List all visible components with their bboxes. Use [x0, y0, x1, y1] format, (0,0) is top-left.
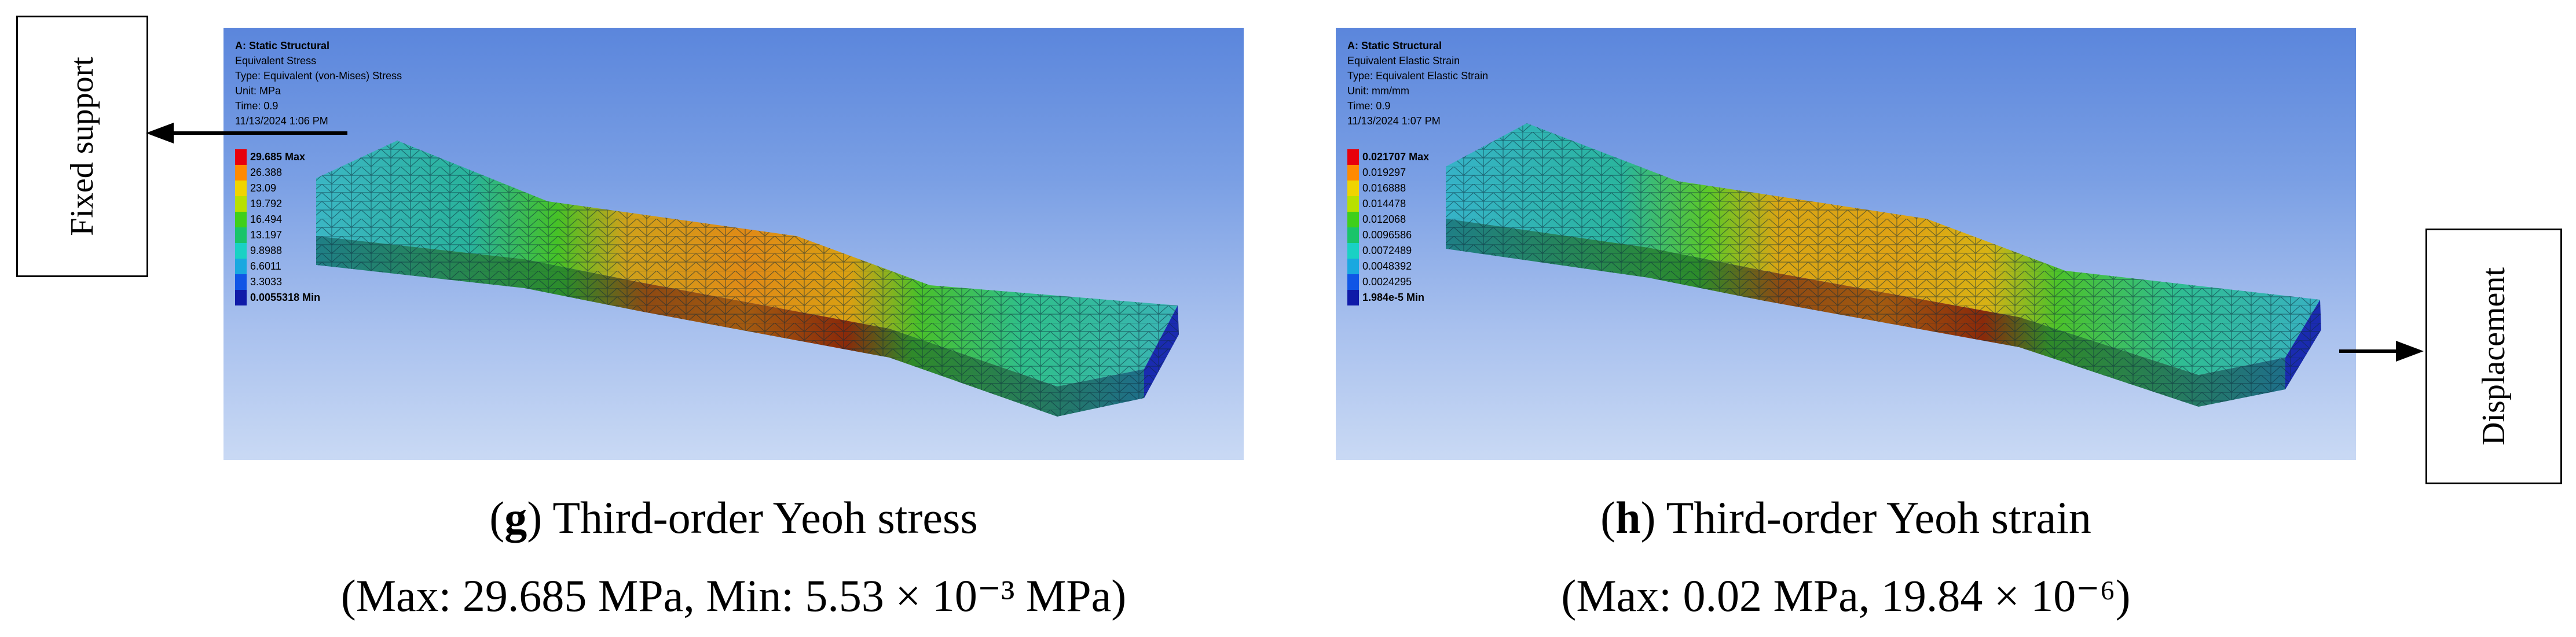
legend-swatch [1347, 290, 1359, 305]
result-type: Type: Equivalent (von-Mises) Stress [235, 70, 402, 82]
fixed-support-label: Fixed support [64, 57, 100, 236]
legend-label: 16.494 [250, 213, 283, 225]
legend-swatch [1347, 274, 1359, 290]
displacement-arrow [2339, 341, 2424, 362]
caption-g-values: (Max: 29.685 MPa, Min: 5.53 × 10⁻³ MPa) [340, 570, 1127, 621]
result-unit: Unit: mm/mm [1347, 85, 1409, 97]
result-type: Type: Equivalent Elastic Strain [1347, 70, 1489, 82]
legend-swatch [1347, 227, 1359, 243]
legend-label: 0.0048392 [1362, 260, 1412, 272]
caption-h-letter: h [1615, 492, 1641, 543]
legend-swatch [1347, 165, 1359, 181]
legend-swatch [235, 165, 247, 181]
legend-label: 0.016888 [1362, 182, 1406, 194]
caption-h-values: (Max: 0.02 MPa, 19.84 × 10⁻⁶) [1561, 570, 2131, 621]
legend-swatch [235, 196, 247, 212]
legend-label: 13.197 [250, 229, 283, 241]
legend-swatch [1347, 259, 1359, 274]
legend-swatch [1347, 243, 1359, 259]
caption-g-text: ) Third-order Yeoh stress [527, 492, 978, 543]
legend-label: 0.0072489 [1362, 245, 1412, 256]
legend-swatch [235, 227, 247, 243]
result-header: A: Static Structural Equivalent Elastic … [1347, 38, 1488, 128]
legend-label: 0.0096586 [1362, 229, 1412, 241]
legend-swatch [235, 259, 247, 274]
legend-min-label: 1.984e-5 Min [1362, 292, 1425, 303]
legend-label: 0.012068 [1362, 213, 1406, 225]
fixed-support-arrow [146, 123, 347, 143]
legend-min-label: 0.0055318 Min [250, 292, 321, 303]
result-date: 11/13/2024 1:06 PM [235, 115, 328, 127]
legend-label: 23.09 [250, 182, 277, 194]
fixed-support-box: Fixed support [16, 16, 148, 277]
result-name: Equivalent Elastic Strain [1347, 55, 1460, 67]
legend-swatch [235, 274, 247, 290]
stress-result-panel: A: Static Structural Equivalent Stress T… [223, 28, 1244, 460]
legend-label: 0.019297 [1362, 167, 1406, 178]
result-name: Equivalent Stress [235, 55, 317, 67]
strain-mesh-specimen [1446, 123, 2321, 407]
result-unit: Unit: MPa [235, 85, 281, 97]
caption-g-title: (g) Third-order Yeoh stress [489, 492, 978, 543]
legend-swatch [1347, 212, 1359, 227]
legend-swatch [1347, 196, 1359, 212]
legend-max-label: 0.021707 Max [1362, 151, 1430, 163]
legend-swatch [235, 290, 247, 305]
legend-label: 9.8988 [250, 245, 283, 256]
legend-swatch [235, 243, 247, 259]
stress-mesh-specimen [316, 141, 1179, 417]
strain-result-panel: A: Static Structural Equivalent Elastic … [1336, 28, 2356, 460]
legend-max-label: 29.685 Max [250, 151, 306, 163]
legend-label: 19.792 [250, 198, 283, 209]
legend-swatch [235, 181, 247, 196]
legend-label: 26.388 [250, 167, 283, 178]
legend-label: 3.3033 [250, 276, 283, 288]
legend-label: 0.0024295 [1362, 276, 1412, 288]
legend-swatch [235, 212, 247, 227]
caption-h-title: (h) Third-order Yeoh strain [1600, 492, 2091, 543]
legend-label: 6.6011 [250, 260, 281, 272]
result-time: Time: 0.9 [1347, 100, 1391, 112]
displacement-label: Displacement [2476, 267, 2512, 445]
result-date: 11/13/2024 1:07 PM [1347, 115, 1441, 127]
caption-h-text: ) Third-order Yeoh strain [1640, 492, 2091, 543]
result-header: A: Static Structural Equivalent Stress T… [235, 38, 402, 128]
analysis-title: A: Static Structural [235, 40, 330, 51]
caption-g-letter: g [504, 492, 527, 543]
legend-swatch [1347, 181, 1359, 196]
displacement-box: Displacement [2425, 229, 2562, 484]
legend-label: 0.014478 [1362, 198, 1406, 209]
analysis-title: A: Static Structural [1347, 40, 1442, 51]
result-time: Time: 0.9 [235, 100, 279, 112]
legend-swatch [235, 149, 247, 165]
legend-swatch [1347, 149, 1359, 165]
